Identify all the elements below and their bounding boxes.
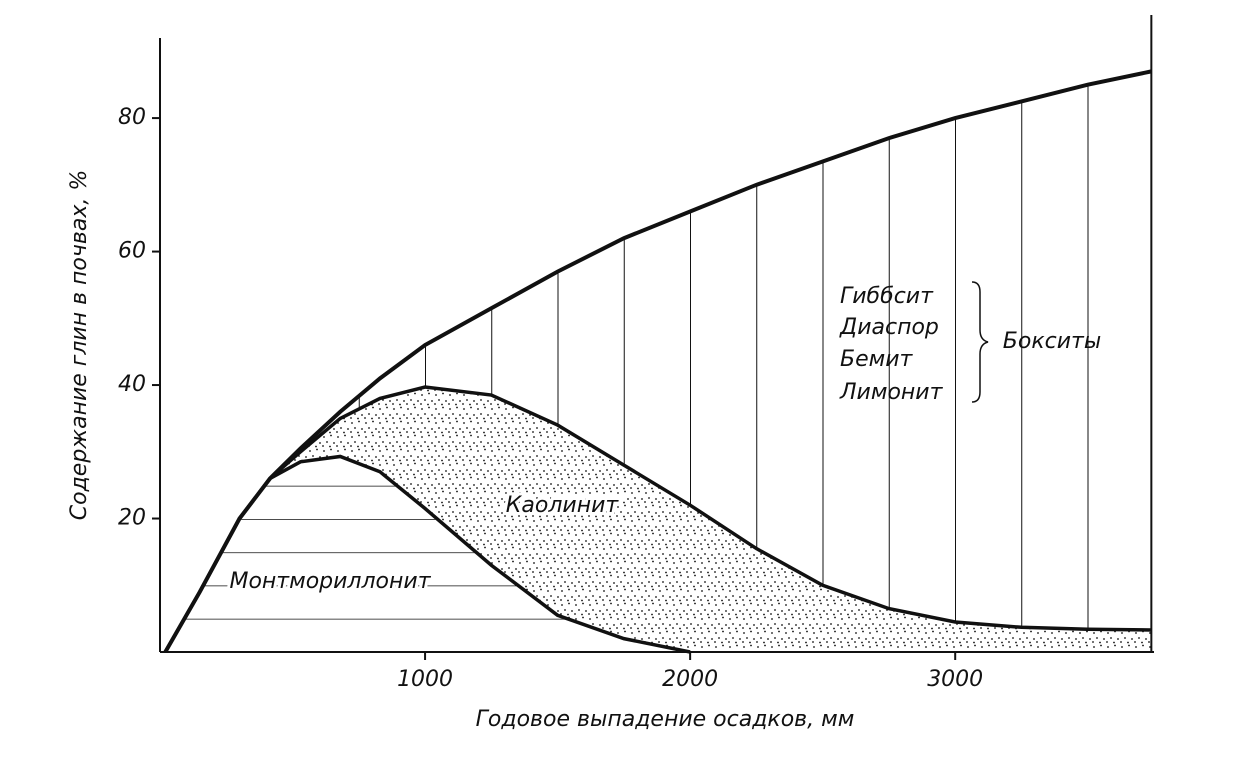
areas: [165, 71, 1152, 652]
series-label: Каолинит: [506, 493, 620, 518]
annotation: Бемит: [840, 347, 914, 372]
annotation: Диаспор: [839, 315, 939, 340]
y-tick-label: 80: [118, 105, 146, 130]
annotation: Гиббсит: [840, 284, 934, 309]
brace: [971, 281, 989, 403]
x-axis-title: Годовое выпадение осадков, мм: [476, 707, 855, 732]
series-label: Бокситы: [1003, 329, 1101, 354]
x-tick-label: 2000: [662, 667, 718, 692]
x-tick-label: 1000: [397, 667, 453, 692]
y-tick-label: 40: [118, 372, 146, 397]
area-fill: [165, 456, 691, 652]
series-line: [163, 69, 1152, 653]
series-label: Монтмориллонит: [229, 569, 431, 594]
y-tick-label: 60: [118, 239, 146, 264]
annotation: Лимонит: [839, 380, 944, 405]
x-tick-label: 3000: [927, 667, 983, 692]
y-axis-title: Содержание глин в почвах, %: [67, 170, 92, 521]
y-tick-label: 20: [118, 506, 146, 531]
